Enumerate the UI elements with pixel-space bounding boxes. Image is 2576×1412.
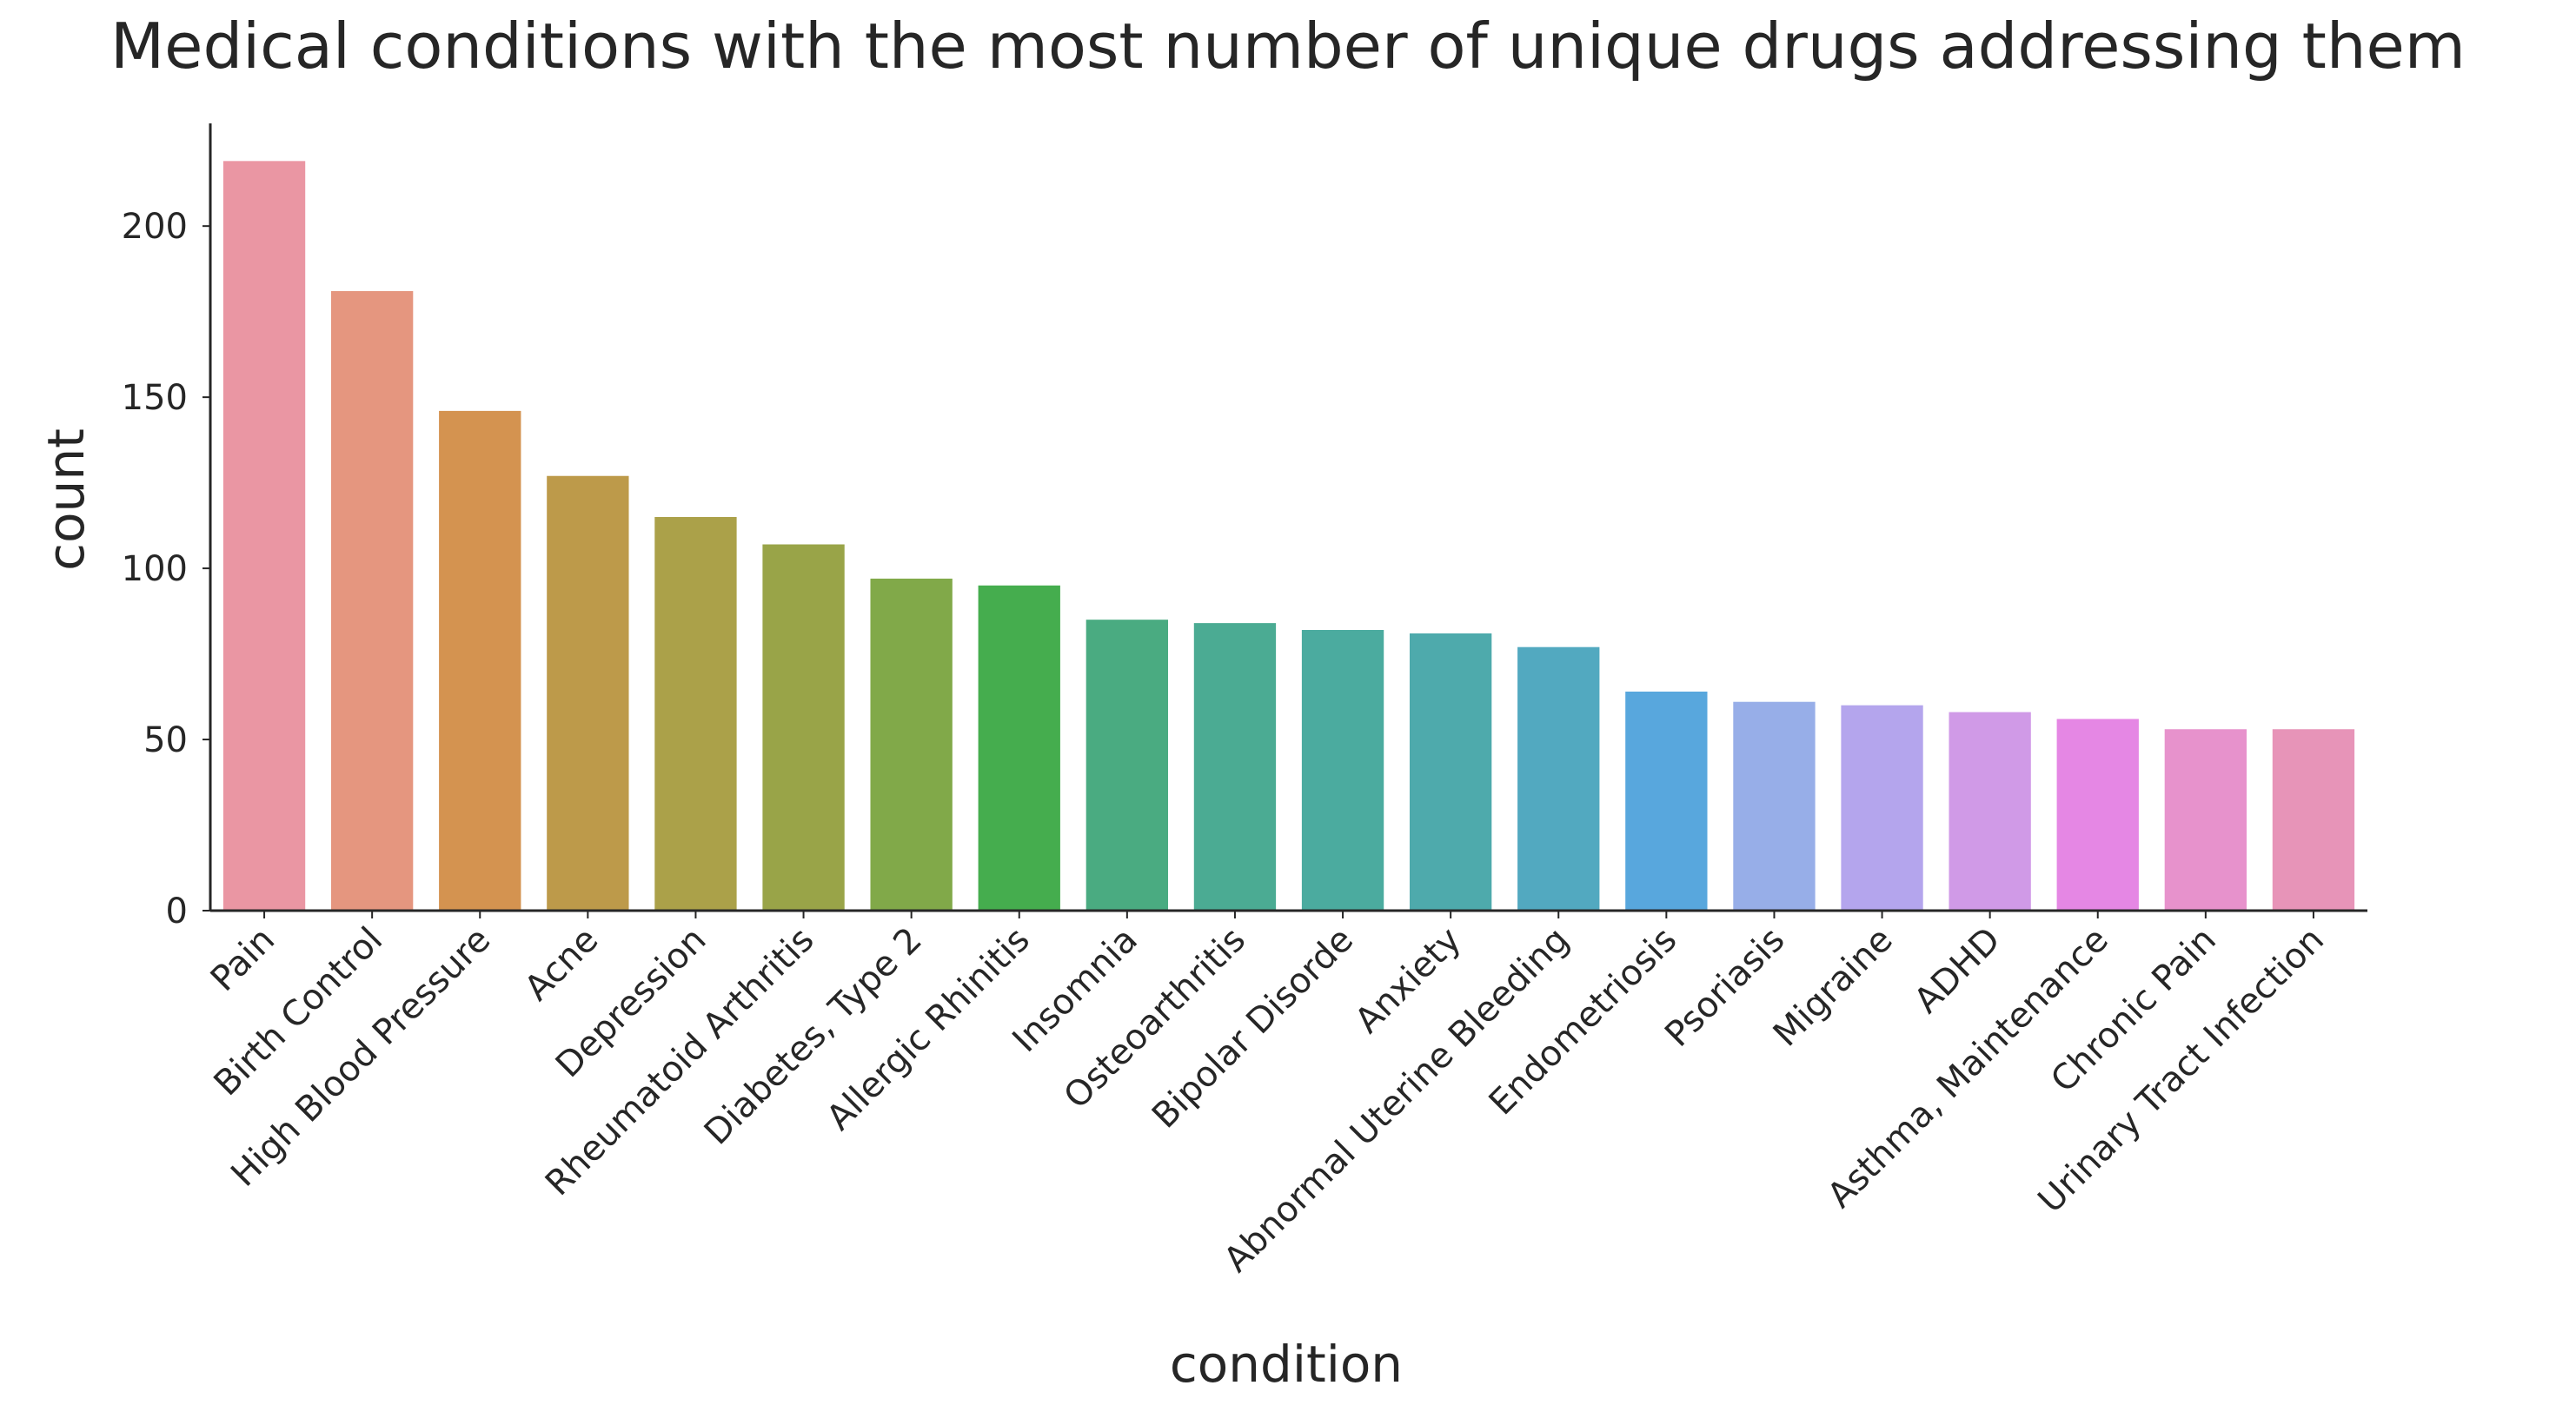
x-tick-label-7: Allergic Rhinitis (819, 920, 1037, 1138)
bar-5 (762, 544, 845, 911)
y-tick-label-0: 0 (166, 892, 188, 931)
bar-19 (2272, 729, 2355, 911)
x-tick-label-16: ADHD (1907, 920, 2008, 1022)
bar-4 (654, 517, 737, 911)
x-tick-label-15: Migraine (1766, 920, 1901, 1055)
bar-3 (547, 475, 629, 911)
x-tick-label-10: Bipolar Disorde (1145, 920, 1361, 1137)
y-tick-label-1: 50 (143, 720, 188, 760)
y-axis-label: count (37, 428, 96, 571)
y-tick-label-3: 150 (122, 378, 188, 418)
bars-group (222, 161, 2355, 911)
bar-0 (222, 161, 306, 911)
chart-title: Medical conditions with the most number … (110, 10, 2466, 83)
x-tick-label-3: Acne (517, 920, 606, 1009)
bar-10 (1301, 629, 1384, 911)
x-tick-label-9: Osteoarthritis (1057, 920, 1253, 1117)
x-tick-label-14: Psoriasis (1657, 920, 1792, 1055)
bar-18 (2164, 729, 2247, 911)
bar-7 (978, 585, 1060, 911)
bar-9 (1193, 623, 1277, 911)
bar-8 (1086, 620, 1169, 911)
bar-11 (1409, 633, 1492, 911)
bar-12 (1517, 646, 1600, 911)
bar-14 (1733, 701, 1816, 911)
bar-6 (870, 578, 953, 911)
x-tick-label-13: Endometriosis (1482, 920, 1685, 1124)
bar-1 (330, 291, 414, 911)
y-tick-label-2: 100 (122, 549, 188, 589)
y-ticks-group: 0 50 100 150 200 (122, 207, 210, 931)
bar-17 (2056, 719, 2139, 911)
y-tick-label-4: 200 (122, 207, 188, 247)
bar-15 (1841, 705, 1923, 911)
bar-13 (1625, 691, 1708, 911)
bar-16 (1949, 712, 2031, 911)
x-axis-label: condition (1170, 1335, 1403, 1394)
bar-2 (439, 410, 521, 911)
x-tick-label-0: Pain (203, 920, 282, 999)
